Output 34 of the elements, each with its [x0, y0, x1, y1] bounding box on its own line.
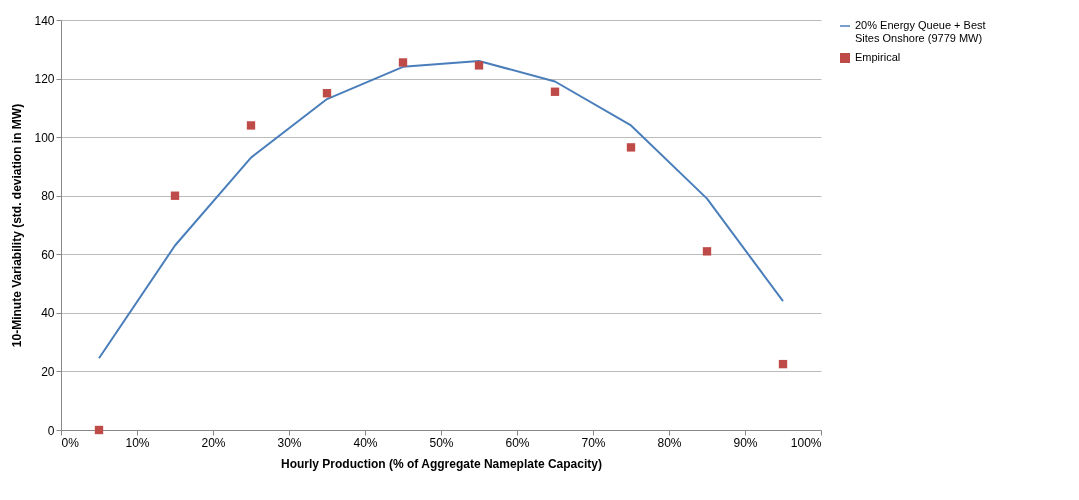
point — [702, 247, 712, 256]
y-tick-label: 120 — [34, 72, 55, 87]
x-tick-label: 70% — [581, 435, 606, 450]
y-tick-label: 100 — [34, 130, 55, 145]
x-axis-title: Hourly Production (% of Aggregate Nameplate Capacity) — [281, 456, 602, 471]
x-tick-label: 80% — [657, 435, 682, 450]
y-axis-title: 10-Minute Variability (std. deviation in MW) — [10, 103, 25, 348]
x-tick-label: 100% — [790, 435, 822, 450]
x-tick-label: 0% — [61, 435, 80, 450]
x-tick-label: 40% — [353, 435, 378, 450]
x-tick-label: 20% — [201, 435, 226, 450]
point — [94, 425, 104, 435]
point — [626, 143, 636, 152]
point — [322, 89, 332, 98]
legend-label: 20% Energy Queue + Best Sites Onshore (9779 MW) — [855, 19, 986, 44]
x-tick-label: 90% — [733, 435, 758, 450]
y-tick-label: 20 — [41, 364, 55, 379]
y-tick-label: 0 — [47, 423, 55, 438]
x-tick-label: 10% — [125, 435, 150, 450]
point — [778, 359, 788, 369]
x-tick-label: 60% — [505, 435, 530, 450]
y-tick-label: 40 — [41, 306, 55, 321]
point — [170, 191, 180, 200]
x-tick-label: 30% — [277, 435, 302, 450]
point — [550, 87, 560, 96]
y-tick-label: 140 — [34, 13, 55, 28]
x-tick-label: 50% — [429, 435, 454, 450]
y-tick-label: 80 — [41, 189, 55, 204]
point — [246, 121, 256, 130]
line-series — [98, 60, 784, 360]
point — [474, 61, 484, 70]
legend-label: Empirical — [855, 51, 901, 63]
point — [398, 58, 408, 67]
y-tick-label: 60 — [41, 247, 55, 262]
